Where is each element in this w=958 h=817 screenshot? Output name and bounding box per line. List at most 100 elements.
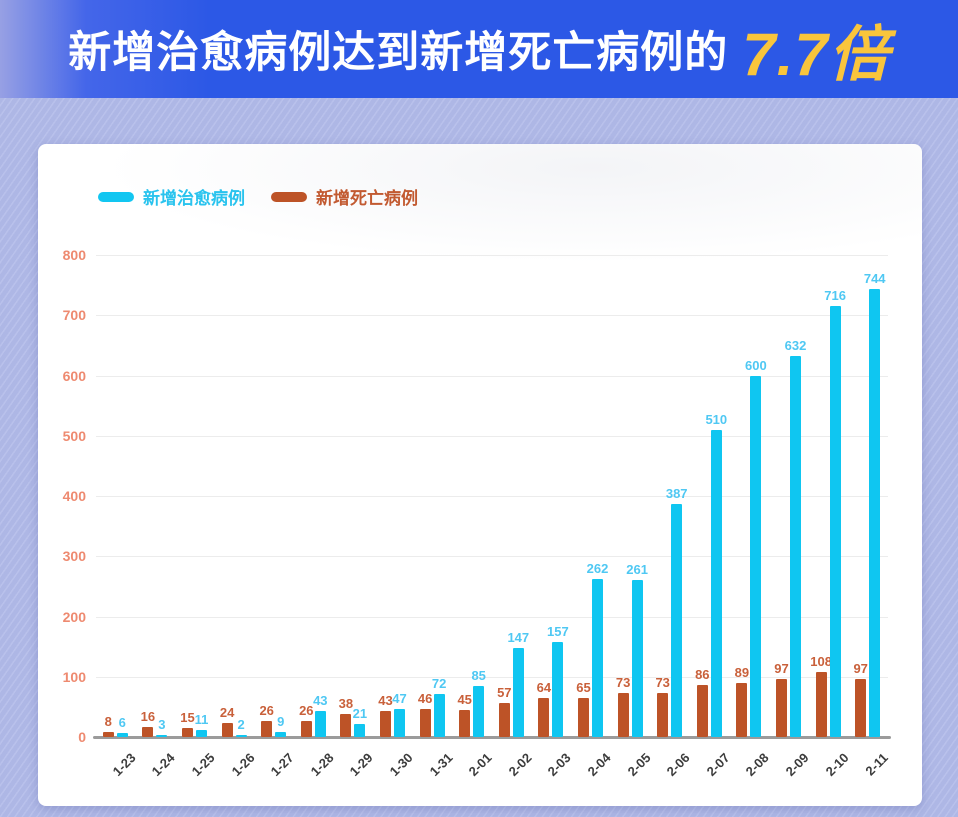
chart-card: 新增治愈病例 新增死亡病例 0 100 200 300 400 500 600 700 800 8…	[38, 144, 922, 806]
bar-value-cured: 744	[863, 270, 886, 286]
x-axis-label: 1-31	[426, 750, 456, 780]
bar-death	[261, 721, 273, 737]
legend-label-cured: 新增治愈病例	[143, 189, 245, 208]
bar-value-cured: 43	[313, 693, 328, 709]
x-axis-label: 2-10	[822, 750, 852, 780]
bar-cured	[354, 724, 366, 737]
bar-value-death: 24	[219, 704, 235, 720]
bar-value-death: 89	[734, 665, 750, 681]
bar-value-cured: 147	[507, 630, 530, 646]
bar-cured	[552, 642, 564, 737]
bar-death	[300, 721, 312, 737]
bar-value-cured: 3	[158, 717, 166, 732]
bar-death	[142, 727, 154, 737]
bar-cured	[750, 375, 762, 737]
x-axis-label: 1-29	[346, 750, 377, 780]
x-axis-label: 2-03	[544, 750, 575, 780]
banner-title: 新增治愈病例达到新增死亡病例的	[68, 29, 729, 77]
bar-value-death: 57	[497, 684, 512, 700]
x-axis-label: 2-04	[584, 750, 614, 780]
bar-value-death: 26	[299, 703, 314, 719]
bar-value-cured: 72	[431, 675, 447, 691]
bar-death	[419, 709, 431, 737]
x-axis-label: 2-09	[782, 750, 812, 780]
bar-death	[498, 702, 510, 737]
y-axis-label: 200	[62, 608, 86, 625]
y-axis-label: 700	[62, 307, 86, 324]
bar-value-cured: 11	[194, 712, 209, 728]
banner: 新增治愈病例达到新增死亡病例的 7.7倍	[0, 0, 958, 98]
bar-death	[182, 727, 193, 737]
x-axis-label: 1-30	[386, 750, 416, 780]
bar-death	[815, 671, 827, 737]
bar-value-death: 16	[140, 709, 156, 725]
bar-value-cured: 47	[392, 690, 407, 706]
x-axis-label: 2-01	[465, 750, 495, 780]
x-axis-line	[93, 736, 891, 739]
gridline	[96, 616, 888, 618]
gridline	[96, 435, 888, 437]
bar-value-cured: 85	[471, 667, 486, 683]
bar-death	[340, 714, 352, 737]
bar-cured	[196, 730, 207, 737]
bar-death	[221, 722, 233, 737]
x-axis-label: 2-11	[862, 750, 891, 779]
banner-highlight: 7.7倍	[742, 20, 890, 88]
y-axis-label: 600	[62, 367, 86, 384]
gridline	[96, 556, 888, 558]
y-axis-label: 0	[78, 729, 86, 745]
x-axis-label: 2-05	[624, 750, 654, 780]
bar-death	[459, 709, 471, 737]
x-axis-label: 1-25	[188, 750, 218, 780]
bar-death	[855, 678, 867, 737]
bar-value-death: 8	[104, 714, 112, 730]
bar-cured	[314, 711, 326, 737]
bar-cured	[394, 708, 405, 737]
legend-item-cured: 新增治愈病例	[98, 184, 245, 209]
bar-value-death: 64	[536, 680, 552, 696]
gridline	[96, 496, 888, 497]
x-axis-label: 1-23	[109, 750, 139, 780]
bar-value-death: 108	[810, 653, 832, 669]
bar-cured	[631, 579, 643, 737]
bar-value-cured: 716	[824, 287, 846, 303]
y-axis-label: 400	[62, 488, 86, 504]
bar-value-death: 65	[576, 679, 591, 695]
bar-cured	[433, 693, 445, 737]
bar-value-death: 46	[417, 691, 433, 707]
plot-area: 0 100 200 300 400 500 600 700 800 8 6 1-23 16 3 1-24 15…	[63, 247, 891, 779]
bar-value-death: 73	[615, 675, 631, 691]
x-axis-label: 2-02	[505, 750, 535, 780]
legend: 新增治愈病例 新增死亡病例	[98, 184, 418, 209]
bar-value-cured: 2	[237, 717, 245, 732]
bar-cured	[116, 733, 128, 737]
x-axis-label: 1-24	[148, 750, 179, 780]
bar-death	[736, 683, 748, 737]
x-axis-label: 1-28	[307, 750, 337, 780]
bar-value-death: 45	[457, 691, 472, 707]
bar-cured	[592, 579, 603, 737]
bar-value-cured: 600	[745, 357, 767, 373]
bar-death	[538, 698, 550, 737]
y-axis-label: 300	[62, 548, 86, 565]
x-axis-label: 2-06	[663, 750, 693, 780]
bar-value-death: 97	[774, 660, 789, 676]
y-axis-label: 500	[62, 427, 86, 444]
legend-label-death: 新增死亡病例	[316, 189, 418, 208]
bar-cured	[671, 503, 683, 737]
bar-death	[102, 732, 114, 737]
bar-cured	[829, 305, 841, 737]
bar-value-death: 15	[180, 709, 195, 725]
bar-value-cured: 157	[547, 624, 569, 640]
bar-cured	[275, 731, 287, 737]
y-axis-label: 100	[62, 668, 86, 685]
bar-cured	[512, 648, 524, 737]
gridline	[96, 255, 888, 256]
x-axis-label: 1-26	[228, 750, 258, 780]
bar-value-cured: 261	[626, 561, 648, 577]
y-axis-label: 800	[62, 247, 86, 263]
legend-swatch-death-icon	[271, 191, 307, 202]
bar-value-cured: 6	[118, 715, 126, 731]
gridline	[96, 315, 888, 317]
bar-death	[776, 678, 787, 737]
